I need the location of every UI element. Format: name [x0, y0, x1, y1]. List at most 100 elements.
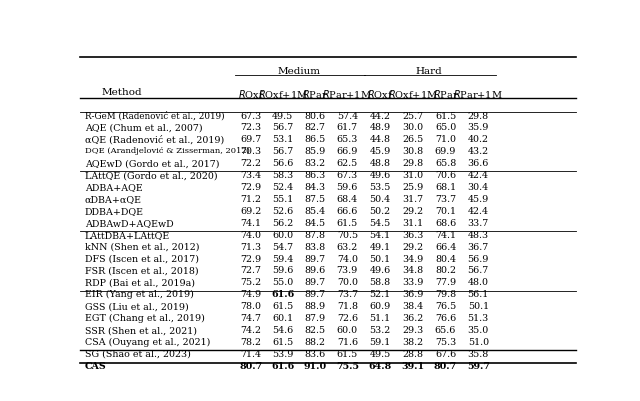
Text: 50.4: 50.4 — [369, 194, 390, 203]
Text: 49.6: 49.6 — [369, 266, 390, 275]
Text: 54.1: 54.1 — [369, 230, 390, 239]
Text: 33.9: 33.9 — [402, 277, 424, 287]
Text: 49.5: 49.5 — [369, 349, 390, 358]
Text: 75.2: 75.2 — [241, 277, 262, 287]
Text: CAS: CAS — [85, 361, 107, 370]
Text: 59.6: 59.6 — [337, 182, 358, 192]
Text: $\mathit{R}$Par+1M: $\mathit{R}$Par+1M — [453, 88, 503, 100]
Text: $\mathit{R}$Oxf: $\mathit{R}$Oxf — [367, 88, 394, 100]
Text: 76.6: 76.6 — [435, 313, 456, 322]
Text: GSS (Liu et al., 2019): GSS (Liu et al., 2019) — [85, 302, 189, 310]
Text: 58.8: 58.8 — [369, 277, 390, 287]
Text: 53.1: 53.1 — [272, 135, 294, 144]
Text: 48.8: 48.8 — [369, 159, 390, 168]
Text: FSR (Iscen et al., 2018): FSR (Iscen et al., 2018) — [85, 266, 198, 275]
Text: 61.5: 61.5 — [272, 337, 294, 346]
Text: 85.4: 85.4 — [305, 207, 326, 215]
Text: 49.5: 49.5 — [272, 111, 294, 120]
Text: 65.0: 65.0 — [435, 123, 456, 132]
Text: 56.9: 56.9 — [468, 254, 489, 263]
Text: 42.4: 42.4 — [468, 171, 489, 180]
Text: 67.6: 67.6 — [435, 349, 456, 358]
Text: 49.6: 49.6 — [369, 171, 390, 180]
Text: 36.6: 36.6 — [468, 159, 489, 168]
Text: 73.4: 73.4 — [241, 171, 262, 180]
Text: 74.7: 74.7 — [241, 313, 262, 322]
Text: 72.2: 72.2 — [241, 159, 262, 168]
Text: 72.3: 72.3 — [241, 123, 262, 132]
Text: 52.1: 52.1 — [369, 290, 390, 299]
Text: 42.4: 42.4 — [468, 207, 489, 215]
Text: 73.7: 73.7 — [337, 290, 358, 299]
Text: 70.5: 70.5 — [337, 230, 358, 239]
Text: 74.1: 74.1 — [241, 218, 262, 227]
Text: 86.5: 86.5 — [305, 135, 326, 144]
Text: 87.5: 87.5 — [305, 194, 326, 203]
Text: 53.5: 53.5 — [369, 182, 391, 192]
Text: 91.0: 91.0 — [303, 361, 326, 370]
Text: 85.9: 85.9 — [305, 147, 326, 156]
Text: 54.6: 54.6 — [272, 325, 294, 334]
Text: ADBA+AQE: ADBA+AQE — [85, 182, 143, 192]
Text: 87.8: 87.8 — [305, 230, 326, 239]
Text: Hard: Hard — [416, 67, 442, 76]
Text: 80.6: 80.6 — [305, 111, 326, 120]
Text: AQE (Chum et al., 2007): AQE (Chum et al., 2007) — [85, 123, 203, 132]
Text: 35.8: 35.8 — [468, 349, 489, 358]
Text: 74.0: 74.0 — [241, 230, 262, 239]
Text: 51.1: 51.1 — [369, 313, 390, 322]
Text: 71.0: 71.0 — [435, 135, 456, 144]
Text: 71.6: 71.6 — [337, 337, 358, 346]
Text: 53.9: 53.9 — [272, 349, 294, 358]
Text: 71.3: 71.3 — [241, 242, 262, 251]
Text: SG (Shao et al., 2023): SG (Shao et al., 2023) — [85, 349, 191, 358]
Text: 29.2: 29.2 — [403, 207, 424, 215]
Text: 38.2: 38.2 — [403, 337, 424, 346]
Text: 36.9: 36.9 — [402, 290, 424, 299]
Text: RDP (Bai et al., 2019a): RDP (Bai et al., 2019a) — [85, 277, 195, 287]
Text: 61.5: 61.5 — [337, 349, 358, 358]
Text: 64.8: 64.8 — [369, 361, 392, 370]
Text: 58.3: 58.3 — [272, 171, 294, 180]
Text: $\mathit{R}$Oxf: $\mathit{R}$Oxf — [238, 88, 264, 100]
Text: 25.7: 25.7 — [403, 111, 424, 120]
Text: 71.2: 71.2 — [241, 194, 262, 203]
Text: 72.6: 72.6 — [337, 313, 358, 322]
Text: 69.2: 69.2 — [241, 207, 262, 215]
Text: 54.7: 54.7 — [272, 242, 293, 251]
Text: αQE (Radenović et al., 2019): αQE (Radenović et al., 2019) — [85, 135, 224, 144]
Text: 61.5: 61.5 — [337, 218, 358, 227]
Text: 43.2: 43.2 — [468, 147, 489, 156]
Text: 56.7: 56.7 — [468, 266, 489, 275]
Text: 51.0: 51.0 — [468, 337, 489, 346]
Text: $\mathit{R}$Oxf+1M: $\mathit{R}$Oxf+1M — [258, 88, 308, 100]
Text: 57.4: 57.4 — [337, 111, 358, 120]
Text: 87.9: 87.9 — [305, 313, 326, 322]
Text: 45.9: 45.9 — [369, 147, 390, 156]
Text: 56.6: 56.6 — [272, 159, 294, 168]
Text: 70.6: 70.6 — [435, 171, 456, 180]
Text: 35.9: 35.9 — [468, 123, 489, 132]
Text: SSR (Shen et al., 2021): SSR (Shen et al., 2021) — [85, 325, 197, 334]
Text: αDBA+αQE: αDBA+αQE — [85, 194, 142, 203]
Text: ADBAwD+AQEwD: ADBAwD+AQEwD — [85, 218, 173, 227]
Text: 68.4: 68.4 — [337, 194, 358, 203]
Text: 74.2: 74.2 — [241, 325, 262, 334]
Text: 72.7: 72.7 — [241, 266, 262, 275]
Text: DDBA+DQE: DDBA+DQE — [85, 207, 144, 215]
Text: 72.9: 72.9 — [241, 182, 262, 192]
Text: 40.2: 40.2 — [468, 135, 489, 144]
Text: LAttDBA+LAttQE: LAttDBA+LAttQE — [85, 230, 170, 239]
Text: 60.1: 60.1 — [272, 313, 293, 322]
Text: 60.0: 60.0 — [272, 230, 293, 239]
Text: 88.2: 88.2 — [305, 337, 326, 346]
Text: 69.7: 69.7 — [241, 135, 262, 144]
Text: 31.0: 31.0 — [403, 171, 424, 180]
Text: 44.8: 44.8 — [369, 135, 390, 144]
Text: 61.5: 61.5 — [272, 302, 294, 310]
Text: EGT (Chang et al., 2019): EGT (Chang et al., 2019) — [85, 313, 205, 322]
Text: 72.9: 72.9 — [241, 254, 262, 263]
Text: 50.2: 50.2 — [369, 207, 390, 215]
Text: 25.9: 25.9 — [402, 182, 424, 192]
Text: 29.8: 29.8 — [468, 111, 489, 120]
